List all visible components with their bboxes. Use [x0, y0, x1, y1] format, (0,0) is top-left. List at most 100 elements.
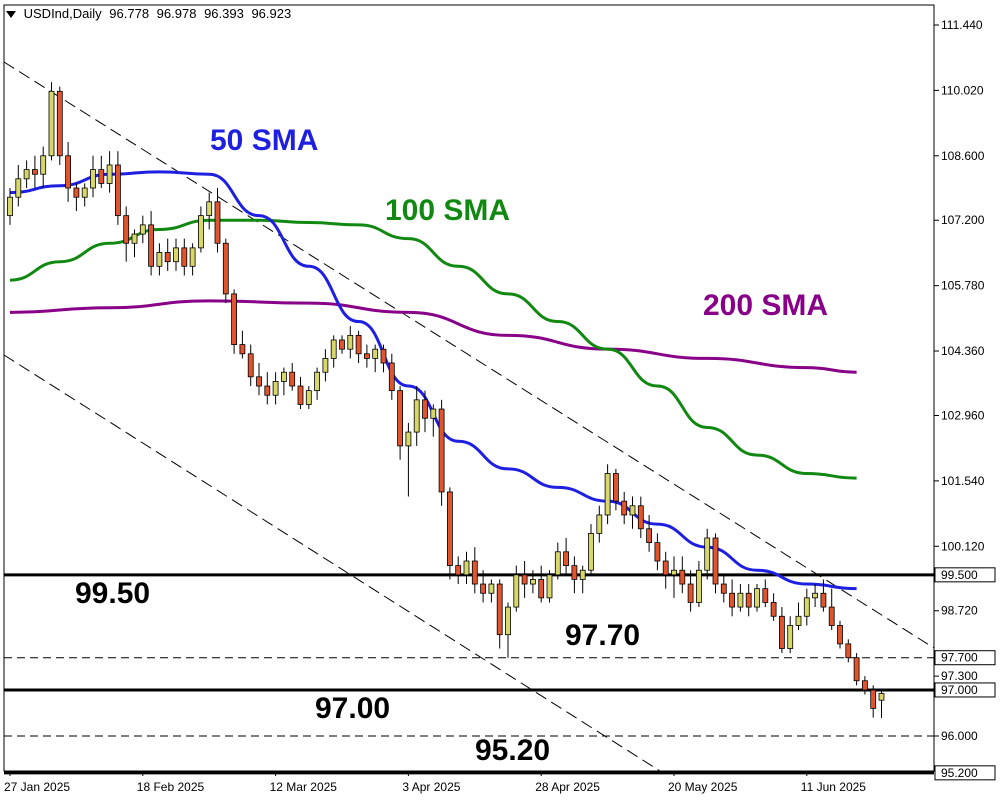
- candle: [40, 146, 47, 189]
- candle-body: [405, 431, 412, 447]
- candle: [546, 570, 553, 603]
- price-level-box: [934, 650, 996, 666]
- candle: [363, 344, 370, 368]
- candle: [712, 533, 719, 594]
- candle: [629, 496, 636, 529]
- candle: [380, 344, 387, 373]
- candle: [81, 183, 88, 207]
- price-tick-label: 101.540: [941, 474, 985, 488]
- candle-body: [530, 579, 536, 585]
- price-tick-label: 104.360: [941, 344, 985, 358]
- candle: [862, 676, 868, 695]
- candle: [563, 537, 569, 575]
- candle: [32, 155, 38, 189]
- candle-body: [737, 592, 744, 608]
- candle: [471, 547, 478, 594]
- price-tick-label: 105.780: [941, 279, 985, 293]
- candle: [73, 183, 80, 212]
- candle: [90, 155, 96, 198]
- plot-area: [3, 4, 935, 772]
- collapse-triangle-icon[interactable]: [6, 11, 16, 19]
- candle: [131, 229, 138, 258]
- candle: [646, 514, 652, 552]
- candle-body: [397, 390, 404, 447]
- time-tick-label: 11 Jun 2025: [801, 780, 866, 794]
- channel-upper-line: [3, 61, 935, 649]
- candle-body: [828, 606, 835, 626]
- candle: [803, 588, 810, 626]
- candle-body: [422, 399, 428, 419]
- candle: [206, 192, 213, 230]
- candle: [737, 584, 744, 612]
- sma200-line: [9, 299, 857, 374]
- candle: [679, 556, 686, 594]
- candle: [239, 330, 246, 359]
- sma50-label: 50 SMA: [210, 124, 318, 157]
- candle: [123, 206, 130, 262]
- candle-body: [687, 583, 694, 603]
- candle: [256, 363, 262, 396]
- sma200-label: 200 SMA: [703, 289, 828, 322]
- candle-body: [446, 491, 453, 567]
- candle-body: [222, 242, 229, 295]
- candle-body: [563, 551, 569, 567]
- candle: [662, 551, 669, 589]
- candle-body: [845, 643, 852, 659]
- candle: [696, 561, 702, 608]
- candle-body: [496, 583, 503, 636]
- time-tick-label: 27 Jan 2025: [4, 780, 70, 794]
- candle-body: [787, 625, 794, 649]
- candle-body: [339, 339, 345, 350]
- candle-body: [214, 201, 221, 244]
- candle-body: [123, 215, 130, 244]
- candle: [588, 524, 594, 575]
- candle: [164, 238, 171, 271]
- candle: [845, 639, 852, 663]
- price-tick-label: 108.600: [941, 149, 985, 163]
- candle-body: [173, 247, 179, 263]
- candle-body: [480, 583, 487, 594]
- candle: [579, 565, 586, 594]
- candle-body: [538, 579, 545, 599]
- candle: [853, 653, 860, 686]
- candle: [480, 570, 487, 603]
- candle-body: [621, 500, 628, 516]
- candle-body: [48, 90, 55, 157]
- candle-body: [754, 588, 760, 608]
- candle: [247, 344, 254, 387]
- candle-body: [7, 196, 13, 217]
- level-9770-label: 97.70: [565, 619, 640, 652]
- candle: [388, 353, 395, 400]
- candle-body: [197, 215, 204, 249]
- candle: [181, 238, 188, 276]
- candle-body: [247, 353, 254, 378]
- candle-body: [81, 187, 88, 198]
- candle-body: [297, 385, 304, 405]
- candle: [7, 188, 13, 225]
- candle: [671, 556, 677, 598]
- candle: [596, 505, 603, 543]
- price-level-box: [934, 765, 996, 781]
- plot-frame: [3, 4, 935, 772]
- candle: [513, 565, 520, 612]
- channel-lower-line: [3, 354, 661, 772]
- price-level-box: [934, 567, 996, 583]
- candle-body: [770, 602, 777, 617]
- candle-body: [463, 560, 470, 576]
- candle-body: [280, 371, 287, 382]
- candle: [330, 335, 337, 368]
- candle-body: [637, 505, 644, 530]
- candle: [837, 620, 843, 649]
- candle-body: [679, 569, 686, 585]
- candle: [347, 326, 354, 359]
- candle-body: [521, 574, 528, 585]
- candle-body: [23, 169, 30, 180]
- symbol-label: USDInd,Daily: [23, 6, 102, 21]
- candle: [355, 330, 362, 364]
- candle: [322, 349, 329, 382]
- candle: [488, 579, 495, 603]
- candle: [15, 164, 22, 207]
- candle-body: [704, 537, 711, 571]
- candle: [422, 390, 428, 433]
